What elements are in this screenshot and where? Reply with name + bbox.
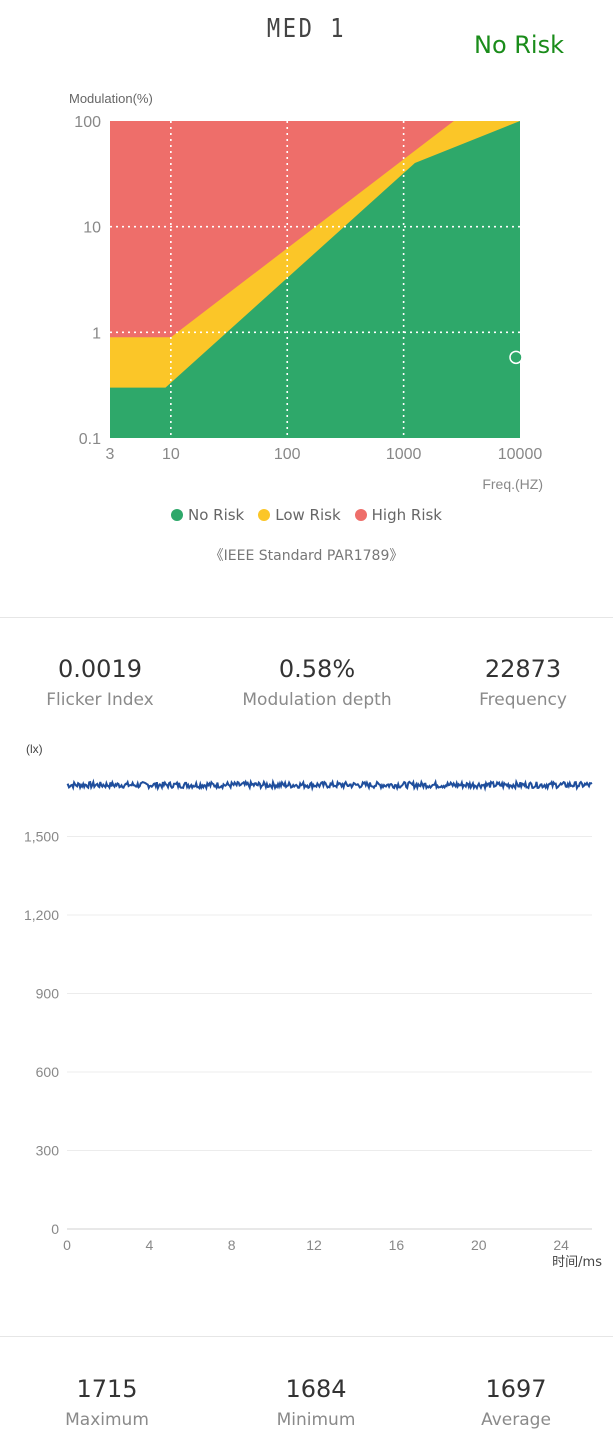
frequency-label: Frequency bbox=[479, 690, 567, 710]
low-risk-dot-icon bbox=[258, 509, 271, 521]
risk-legend: No Risk Low Risk High Risk bbox=[0, 506, 613, 524]
high-risk-dot-icon bbox=[354, 509, 367, 521]
risk-y-tick-label: 100 bbox=[74, 114, 101, 131]
waveform-x-tick-label: 4 bbox=[145, 1237, 153, 1253]
frequency-stat: 22873 Frequency bbox=[421, 655, 613, 710]
risk-y-tick-label: 1 bbox=[92, 325, 101, 342]
minimum-value: 1684 bbox=[285, 1375, 347, 1403]
maximum-label: Maximum bbox=[65, 1410, 149, 1430]
standard-note: 《IEEE Standard PAR1789》 bbox=[209, 548, 404, 564]
risk-chart-ylabel: Modulation(%) bbox=[69, 91, 153, 106]
risk-x-tick-label: 10 bbox=[162, 446, 180, 463]
waveform-y-tick-label: 600 bbox=[36, 1064, 60, 1080]
waveform-x-tick-label: 20 bbox=[471, 1237, 487, 1253]
legend-no-risk-label: No Risk bbox=[187, 506, 245, 524]
risk-x-tick-label: 1000 bbox=[386, 446, 422, 463]
section-divider bbox=[0, 617, 613, 618]
flicker-index-value: 0.0019 bbox=[58, 655, 142, 683]
waveform-y-tick-label: 1,200 bbox=[24, 907, 59, 923]
waveform-y-tick-label: 900 bbox=[36, 986, 60, 1002]
maximum-value: 1715 bbox=[76, 1375, 138, 1403]
average-label: Average bbox=[481, 1410, 551, 1430]
risk-status-label: No Risk bbox=[473, 31, 564, 59]
flicker-index-stat: 0.0019 Flicker Index bbox=[0, 655, 202, 710]
waveform-x-tick-label: 12 bbox=[306, 1237, 322, 1253]
maximum-stat: 1715 Maximum bbox=[5, 1375, 209, 1430]
modulation-depth-stat: 0.58% Modulation depth bbox=[215, 655, 419, 710]
average-stat: 1697 Average bbox=[414, 1375, 613, 1430]
legend-no-risk: No Risk bbox=[170, 506, 245, 524]
modulation-depth-value: 0.58% bbox=[278, 655, 356, 683]
risk-y-tick-label: 10 bbox=[83, 220, 101, 237]
risk-x-tick-label: 100 bbox=[274, 446, 301, 463]
frequency-value: 22873 bbox=[484, 655, 562, 683]
waveform-y-tick-label: 300 bbox=[36, 1143, 60, 1159]
minimum-label: Minimum bbox=[276, 1410, 356, 1430]
waveform-y-tick-label: 1,500 bbox=[24, 829, 59, 845]
waveform-y-tick-label: 0 bbox=[51, 1221, 59, 1237]
risk-x-tick-label: 10000 bbox=[498, 446, 543, 463]
waveform-series-line bbox=[66, 778, 593, 792]
waveform-x-tick-label: 8 bbox=[228, 1237, 236, 1253]
waveform-x-tick-label: 0 bbox=[63, 1237, 71, 1253]
waveform-ylabel: (lx) bbox=[26, 742, 43, 756]
average-value: 1697 bbox=[485, 1375, 547, 1403]
risk-y-tick-label: 0.1 bbox=[79, 431, 101, 448]
legend-high-risk: High Risk bbox=[354, 506, 442, 524]
summary-divider bbox=[0, 1336, 613, 1337]
legend-low-risk-label: Low Risk bbox=[275, 506, 341, 524]
flicker-index-label: Flicker Index bbox=[46, 690, 154, 710]
no-risk-dot-icon bbox=[170, 509, 183, 521]
risk-x-tick-label: 3 bbox=[106, 446, 115, 463]
device-name: MED 1 bbox=[266, 14, 347, 44]
legend-high-risk-label: High Risk bbox=[371, 506, 442, 524]
measurement-marker bbox=[509, 350, 523, 365]
minimum-stat: 1684 Minimum bbox=[214, 1375, 418, 1430]
legend-low-risk: Low Risk bbox=[258, 506, 341, 524]
modulation-depth-label: Modulation depth bbox=[242, 690, 392, 710]
risk-chart-xlabel: Freq.(HZ) bbox=[482, 476, 543, 492]
waveform-xlabel: 时间/ms bbox=[552, 1255, 602, 1270]
waveform-x-tick-label: 24 bbox=[553, 1237, 569, 1253]
no-risk-region bbox=[110, 121, 520, 438]
waveform-x-tick-label: 16 bbox=[389, 1237, 405, 1253]
